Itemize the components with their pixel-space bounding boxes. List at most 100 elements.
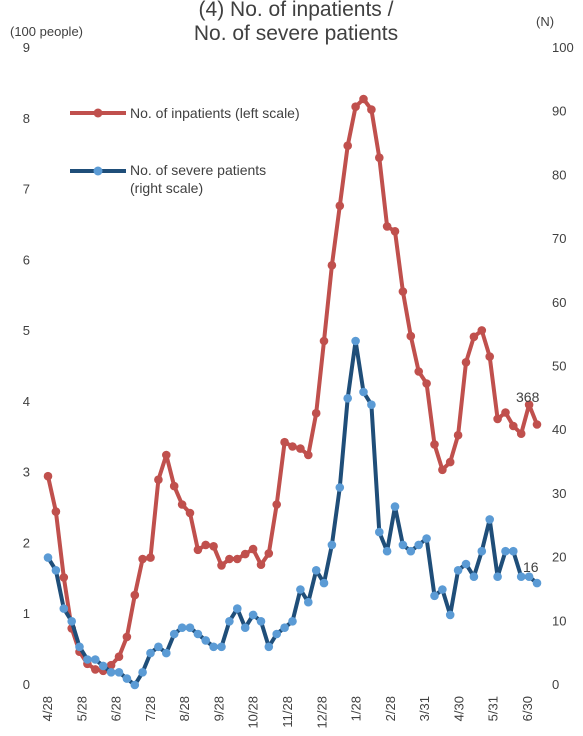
right-tick-label: 30 (552, 486, 566, 501)
data-point-severe (335, 483, 345, 492)
x-tick-label: 7/28 (143, 696, 158, 721)
data-point-inpatients (501, 408, 510, 417)
data-point-inpatients (438, 465, 447, 475)
data-point-severe (59, 604, 69, 613)
data-point-severe (375, 527, 384, 537)
data-point-severe (516, 572, 526, 581)
data-point-inpatients (485, 352, 495, 361)
data-point-severe (264, 642, 274, 652)
data-point-inpatients (138, 554, 147, 564)
data-point-severe (240, 623, 250, 632)
data-point-severe (272, 629, 282, 639)
data-point-severe (445, 610, 455, 620)
data-point-severe (51, 566, 61, 575)
data-point-severe (154, 642, 163, 652)
data-point-severe (359, 387, 368, 397)
data-point-inpatients (264, 549, 274, 558)
x-tick-label: 4/28 (40, 696, 55, 721)
left-tick-label: 3 (23, 465, 30, 480)
data-point-inpatients (390, 227, 400, 236)
data-point-inpatients (43, 471, 53, 481)
data-point-inpatients (114, 652, 124, 661)
data-point-severe (177, 623, 187, 632)
data-point-inpatients (319, 336, 329, 346)
data-point-severe (532, 578, 542, 588)
data-point-severe (390, 502, 400, 511)
data-point-inpatients (106, 660, 116, 670)
data-point-severe (98, 661, 108, 671)
legend-item-inpatients: No. of inpatients (left scale) (70, 105, 300, 121)
data-point-severe (414, 540, 424, 550)
left-tick-label: 7 (23, 182, 30, 197)
x-tick-label: 10/28 (246, 696, 261, 729)
data-point-severe (382, 546, 392, 556)
data-point-severe (343, 394, 353, 403)
data-point-inpatients (225, 554, 234, 564)
x-tick-label: 2/28 (383, 696, 398, 721)
data-point-inpatients (193, 545, 203, 555)
right-tick-label: 20 (552, 550, 566, 565)
data-point-severe (75, 642, 84, 652)
annotation-inpatients-last: 368 (516, 389, 540, 405)
data-point-inpatients (146, 553, 155, 562)
data-point-severe (67, 617, 76, 626)
data-point-inpatients (280, 437, 289, 447)
data-point-severe (233, 604, 242, 613)
data-point-inpatients (296, 444, 305, 453)
data-point-inpatients (382, 222, 392, 231)
x-tick-label: 3/31 (417, 696, 432, 721)
x-tick-label: 4/30 (451, 696, 466, 721)
data-point-severe (288, 617, 297, 626)
legend-marker-inpatients (93, 108, 103, 118)
data-point-severe (146, 648, 155, 658)
data-point-severe (130, 680, 140, 690)
data-point-inpatients (217, 561, 226, 570)
data-point-inpatients (422, 379, 431, 388)
data-point-severe (201, 636, 210, 645)
right-tick-label: 60 (552, 295, 566, 310)
data-point-severe (311, 566, 321, 575)
data-point-severe (225, 617, 234, 626)
legend-label-inpatients: No. of inpatients (left scale) (130, 105, 300, 121)
data-point-inpatients (445, 457, 455, 467)
data-point-severe (501, 546, 510, 556)
right-axis-unit: (N) (536, 14, 554, 29)
data-point-severe (43, 553, 53, 562)
data-point-inpatients (130, 590, 140, 600)
data-point-inpatients (509, 421, 518, 431)
data-point-severe (477, 546, 487, 556)
legend-item-severe: No. of severe patients (right scale) (70, 162, 266, 196)
data-point-inpatients (327, 261, 337, 270)
data-point-inpatients (272, 500, 282, 509)
data-point-inpatients (493, 414, 502, 424)
data-point-inpatients (477, 326, 487, 335)
left-tick-label: 5 (23, 323, 30, 338)
data-point-inpatients (532, 420, 542, 429)
x-tick-label: 6/28 (109, 696, 124, 721)
data-point-inpatients (343, 141, 353, 150)
data-point-severe (162, 648, 171, 658)
data-point-severe (248, 610, 258, 620)
data-point-inpatients (256, 560, 266, 569)
data-point-severe (209, 642, 218, 652)
data-point-severe (461, 559, 471, 569)
chart-title-line-2: No. of severe patients (194, 22, 398, 45)
legend-label-severe: No. of severe patients (right scale) (130, 162, 266, 196)
right-tick-label: 70 (552, 231, 566, 246)
data-point-inpatients (59, 573, 69, 582)
left-tick-label: 0 (23, 677, 30, 692)
data-point-inpatients (359, 94, 368, 104)
data-point-severe (327, 540, 337, 550)
annotation-severe-last: 16 (523, 559, 539, 575)
data-point-inpatients (414, 367, 424, 376)
data-point-inpatients (375, 153, 384, 162)
data-point-inpatients (398, 287, 408, 296)
data-point-severe (351, 336, 360, 346)
legend: No. of inpatients (left scale) No. of se… (70, 105, 300, 196)
data-point-severe (185, 623, 195, 632)
data-point-inpatients (516, 429, 526, 439)
data-point-severe (256, 617, 266, 626)
data-point-inpatients (177, 500, 187, 509)
data-point-inpatients (154, 475, 163, 485)
